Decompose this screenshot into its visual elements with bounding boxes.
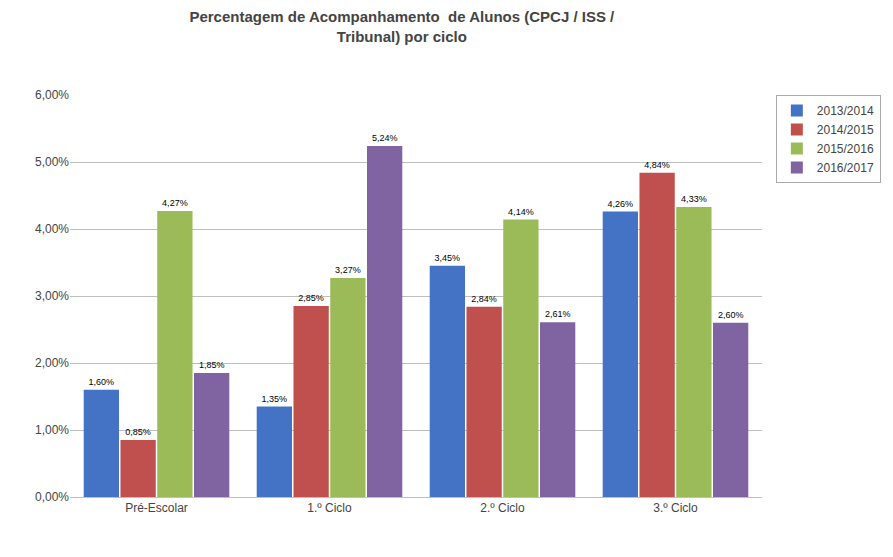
- svg-text:4,00%: 4,00%: [35, 222, 69, 236]
- svg-text:3,27%: 3,27%: [335, 265, 361, 275]
- svg-text:4,26%: 4,26%: [608, 199, 634, 209]
- svg-text:2,61%: 2,61%: [545, 309, 571, 319]
- svg-text:2016/2017: 2016/2017: [817, 161, 874, 175]
- svg-text:0,85%: 0,85%: [125, 427, 151, 437]
- svg-text:2,85%: 2,85%: [298, 293, 324, 303]
- svg-text:1.º Ciclo: 1.º Ciclo: [307, 501, 352, 515]
- svg-text:3.º Ciclo: 3.º Ciclo: [653, 501, 698, 515]
- svg-text:Percentagem de Acompanhamento: Percentagem de Acompanhamento de Alunos …: [189, 8, 615, 45]
- svg-text:2,60%: 2,60%: [718, 310, 744, 320]
- svg-text:Pré-Escolar: Pré-Escolar: [125, 501, 188, 515]
- svg-text:4,27%: 4,27%: [162, 198, 188, 208]
- svg-text:2,84%: 2,84%: [471, 294, 497, 304]
- svg-text:5,24%: 5,24%: [372, 133, 398, 143]
- svg-text:3,00%: 3,00%: [35, 289, 69, 303]
- svg-text:1,60%: 1,60%: [89, 377, 115, 387]
- svg-text:4,14%: 4,14%: [508, 207, 534, 217]
- svg-text:3,45%: 3,45%: [435, 253, 461, 263]
- svg-text:4,33%: 4,33%: [681, 194, 707, 204]
- svg-text:6,00%: 6,00%: [35, 88, 69, 102]
- svg-text:2014/2015: 2014/2015: [817, 123, 874, 137]
- svg-text:5,00%: 5,00%: [35, 155, 69, 169]
- svg-text:2013/2014: 2013/2014: [817, 104, 874, 118]
- svg-text:1,35%: 1,35%: [262, 394, 288, 404]
- svg-text:1,00%: 1,00%: [35, 423, 69, 437]
- svg-text:2,00%: 2,00%: [35, 356, 69, 370]
- svg-text:2015/2016: 2015/2016: [817, 142, 874, 156]
- svg-text:1,85%: 1,85%: [199, 360, 225, 370]
- svg-text:4,84%: 4,84%: [644, 160, 670, 170]
- svg-text:2.º Ciclo: 2.º Ciclo: [480, 501, 525, 515]
- svg-text:0,00%: 0,00%: [35, 490, 69, 504]
